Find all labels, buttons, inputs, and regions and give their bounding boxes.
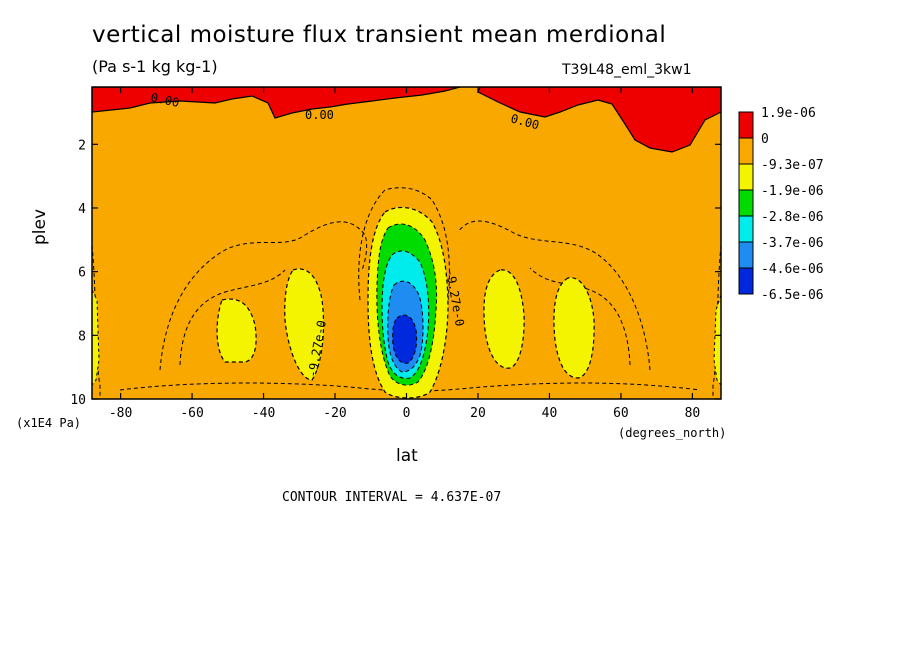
colorbar: 1.9e-06 0 -9.3e-07 -1.9e-06 -2.8e-06 -3.7e-06… <box>738 106 824 303</box>
fill-region-yellow <box>92 289 100 386</box>
colorbar-label: -2.8e-06 <box>761 210 824 225</box>
contour-interval: CONTOUR INTERVAL = 4.637E-07 <box>282 490 502 505</box>
x-tick-label: -80 <box>109 406 132 421</box>
colorbar-label: 1.9e-06 <box>761 106 816 121</box>
x-tick-label: -20 <box>323 406 346 421</box>
x-axis-units: (degrees_north) <box>618 426 727 440</box>
chart-units: (Pa s-1 kg kg-1) <box>92 57 218 76</box>
contour-line <box>179 269 286 366</box>
y-axis-label: plev <box>30 208 50 245</box>
colorbar-swatch <box>738 241 754 269</box>
positive-region-left <box>92 87 461 119</box>
colorbar-label: -1.9e-06 <box>761 184 824 199</box>
y-tick-label: 4 <box>78 202 86 217</box>
x-tick-label: 80 <box>685 406 701 421</box>
colorbar-swatch <box>738 137 754 165</box>
plot-fill-layer: 0.00 0.00 0.00 -9.27e-0 -9.27e-0 <box>92 87 721 399</box>
colorbar-swatch <box>738 163 754 191</box>
colorbar-label: -9.3e-07 <box>761 158 824 173</box>
x-tick-label: -60 <box>180 406 203 421</box>
colorbar-swatch <box>738 189 754 217</box>
colorbar-swatch <box>738 215 754 243</box>
chart-title: vertical moisture flux transient mean me… <box>92 22 667 48</box>
y-tick-label: 10 <box>70 393 86 408</box>
fill-region-darkblue <box>392 314 418 364</box>
colorbar-label: -4.6e-06 <box>761 262 824 277</box>
dataset-label: T39L48_eml_3kw1 <box>562 62 692 78</box>
y-tick-label: 2 <box>78 138 86 153</box>
x-tick-label: 0 <box>403 406 411 421</box>
fill-region-yellow <box>713 294 721 386</box>
colorbar-swatch <box>738 267 754 295</box>
contour-line <box>457 220 651 371</box>
x-tick-label: 40 <box>542 406 558 421</box>
contour-line <box>159 221 368 371</box>
x-axis-label: lat <box>396 446 418 466</box>
x-tick-label: 20 <box>470 406 486 421</box>
colorbar-label: -6.5e-06 <box>761 288 824 303</box>
colorbar-swatch <box>738 111 754 139</box>
y-axis: 2 4 6 8 10 <box>70 138 721 408</box>
fill-region-yellow <box>284 268 325 381</box>
positive-region-right <box>477 87 721 153</box>
x-axis: -80 -60 -40 -20 0 20 40 60 80 <box>109 87 700 421</box>
y-tick-label: 6 <box>78 266 86 281</box>
y-axis-units: (x1E4 Pa) <box>16 416 82 430</box>
colorbar-label: -3.7e-06 <box>761 236 824 251</box>
colorbar-label: 0 <box>761 132 769 147</box>
fill-region-yellow <box>483 269 525 369</box>
contour-label: 0.00 <box>305 108 334 122</box>
x-tick-label: -40 <box>252 406 275 421</box>
y-tick-label: 8 <box>78 329 86 344</box>
contour-label: 0.00 <box>149 90 180 110</box>
contour-line <box>529 267 631 366</box>
contour-line <box>358 187 450 301</box>
fill-region-yellow <box>553 277 595 379</box>
x-tick-label: 60 <box>613 406 629 421</box>
fill-region-yellow <box>216 298 257 363</box>
